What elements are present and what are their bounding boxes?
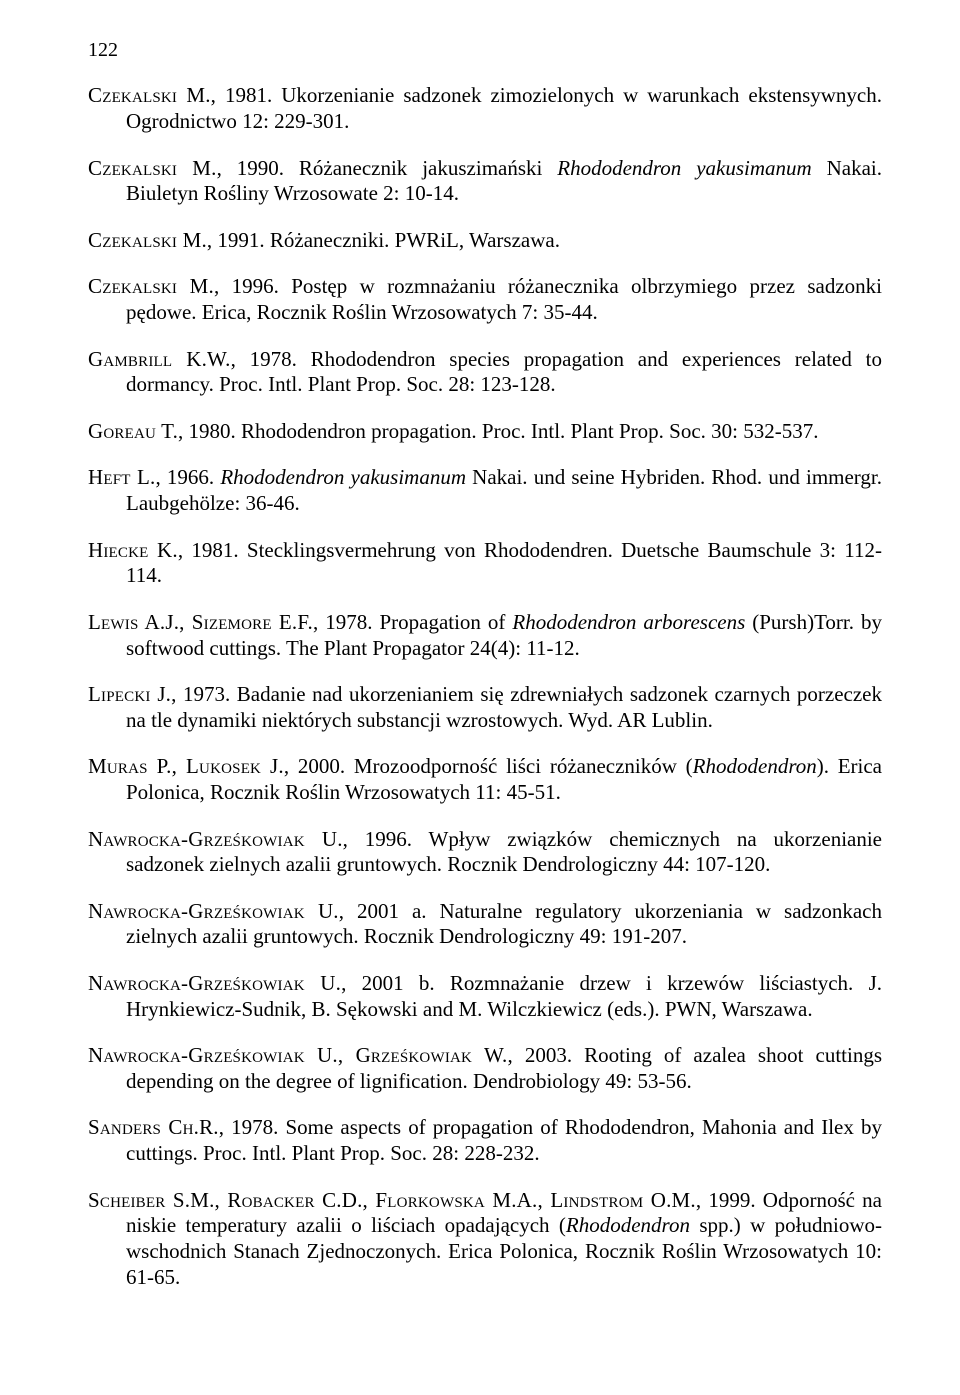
reference-entry: Gambrill K.W., 1978. Rhododendron specie… [88,347,882,398]
reference-text: , 1978. Propagation of [313,610,512,634]
reference-author: Czekalski M. [88,274,214,298]
page-number: 122 [88,38,882,62]
reference-text: , 1978. Rhododendron species propagation… [126,347,882,397]
reference-author: Lewis A.J., Sizemore E.F. [88,610,313,634]
reference-italic: Rhododendron yakusimanum [220,465,466,489]
reference-author: Gambrill K.W. [88,347,231,371]
reference-entry: Lipecki J., 1973. Badanie nad ukorzenian… [88,682,882,733]
reference-text: , 1978. Some aspects of propagation of R… [126,1115,882,1165]
reference-entry: Scheiber S.M., Robacker C.D., Florkowska… [88,1188,882,1290]
reference-entry: Nawrocka-Grześkowiak U., 1996. Wpływ zwi… [88,827,882,878]
reference-text: , 1980. Rhododendron propagation. Proc. … [178,419,818,443]
reference-text: , 1966. [155,465,220,489]
reference-entry: Nawrocka-Grześkowiak U., 2001 a. Natural… [88,899,882,950]
reference-italic: Rhododendron [693,754,817,778]
reference-author: Nawrocka-Grześkowiak U. [88,971,341,995]
reference-entry: Nawrocka-Grześkowiak U., Grześkowiak W.,… [88,1043,882,1094]
reference-author: Sanders Ch.R. [88,1115,219,1139]
reference-entry: Czekalski M., 1990. Różanecznik jakuszim… [88,156,882,207]
reference-entry: Heft L., 1966. Rhododendron yakusimanum … [88,465,882,516]
references-list: Czekalski M., 1981. Ukorzenianie sadzone… [88,83,882,1290]
reference-italic: Rhododendron yakusimanum [557,156,811,180]
reference-author: Heft L. [88,465,155,489]
reference-author: Nawrocka-Grześkowiak U. [88,899,339,923]
reference-author: Czekalski M. [88,228,207,252]
reference-italic: Rhododendron arborescens [512,610,745,634]
reference-entry: Czekalski M., 1991. Różaneczniki. PWRiL,… [88,228,882,254]
reference-author: Nawrocka-Grześkowiak U. [88,827,343,851]
reference-text: , 1996. Postęp w rozmnażaniu różanecznik… [126,274,882,324]
reference-author: Lipecki J. [88,682,171,706]
reference-author: Muras P., Lukosek J. [88,754,284,778]
reference-author: Czekalski M. [88,83,211,107]
reference-italic: Rhododendron [566,1213,690,1237]
reference-entry: Hiecke K., 1981. Stecklingsvermehrung vo… [88,538,882,589]
reference-entry: Czekalski M., 1996. Postęp w rozmnażaniu… [88,274,882,325]
reference-entry: Muras P., Lukosek J., 2000. Mrozoodporno… [88,754,882,805]
reference-entry: Goreau T., 1980. Rhododendron propagatio… [88,419,882,445]
reference-author: Czekalski M. [88,156,217,180]
reference-entry: Nawrocka-Grześkowiak U., 2001 b. Rozmnaż… [88,971,882,1022]
reference-text: , 1991. Różaneczniki. PWRiL, Warszawa. [207,228,560,252]
reference-entry: Czekalski M., 1981. Ukorzenianie sadzone… [88,83,882,134]
reference-text: , 2000. Mrozoodporność liści różanecznik… [284,754,693,778]
reference-text: , 1981. Ukorzenianie sadzonek zimozielon… [126,83,882,133]
page: 122 Czekalski M., 1981. Ukorzenianie sad… [0,0,960,1395]
reference-text: , 1981. Stecklingsvermehrung von Rhodode… [126,538,882,588]
reference-author: Goreau T. [88,419,178,443]
reference-author: Scheiber S.M., Robacker C.D., Florkowska… [88,1188,696,1212]
reference-text: , 1990. Różanecznik jakuszimański [217,156,558,180]
reference-author: Nawrocka-Grześkowiak U., Grześkowiak W. [88,1043,508,1067]
reference-entry: Lewis A.J., Sizemore E.F., 1978. Propaga… [88,610,882,661]
reference-author: Hiecke K. [88,538,178,562]
reference-entry: Sanders Ch.R., 1978. Some aspects of pro… [88,1115,882,1166]
reference-text: , 1973. Badanie nad ukorzenianiem się zd… [126,682,882,732]
